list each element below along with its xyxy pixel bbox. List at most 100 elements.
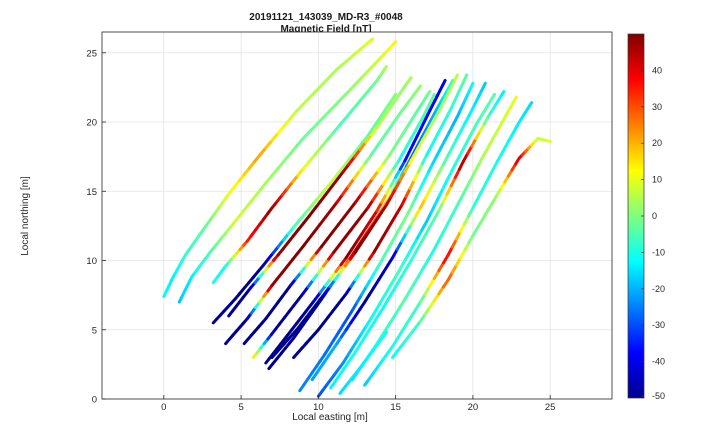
line-segment (324, 185, 334, 196)
line-segment (376, 182, 385, 194)
line-segment (321, 109, 332, 120)
y-tick-label: 5 (92, 325, 97, 336)
line-segment (426, 90, 432, 97)
x-axis-label: Local easting [m] (292, 412, 368, 423)
line-segment (408, 76, 413, 81)
survey-line-20 (338, 331, 388, 395)
line-segment (419, 117, 428, 130)
line-segment (408, 282, 416, 293)
line-segment (301, 160, 311, 171)
line-segment (429, 203, 437, 215)
line-segment (358, 161, 367, 173)
line-segment (416, 162, 424, 174)
line-segment (307, 152, 317, 164)
line-segment (462, 73, 469, 82)
line-segment (418, 234, 427, 246)
line-segment (313, 145, 323, 156)
line-segment (380, 192, 388, 204)
colorbar-tick-label: 20 (652, 138, 662, 148)
line-segment (364, 227, 373, 239)
line-segment (383, 245, 391, 257)
line-segment (423, 284, 432, 296)
line-segment (314, 116, 325, 127)
line-segment (342, 208, 352, 219)
line-segment (397, 220, 405, 232)
line-segment (270, 166, 280, 178)
line-segment (353, 192, 363, 204)
y-tick-label: 0 (92, 395, 97, 406)
line-segment (499, 90, 506, 98)
line-segment (335, 165, 345, 177)
line-segment (312, 223, 322, 234)
line-segment (437, 162, 446, 175)
survey-line-3 (211, 65, 388, 285)
colorbar-tick-label: 30 (652, 102, 662, 112)
line-segment (458, 159, 466, 171)
survey-line-8 (251, 92, 436, 359)
x-tick-label: 0 (161, 402, 166, 413)
line-segment (448, 78, 455, 88)
line-segment (347, 150, 357, 161)
survey-line-2 (177, 40, 398, 304)
y-tick-label: 15 (86, 187, 97, 198)
line-segment (403, 162, 412, 174)
line-segment (289, 109, 299, 120)
line-segment (370, 209, 379, 221)
line-segment (415, 228, 424, 240)
line-segment (369, 309, 378, 321)
line-segment (301, 95, 312, 106)
line-segment (363, 153, 373, 165)
line-segment (360, 134, 370, 146)
line-segment (415, 84, 422, 92)
line-segment (389, 175, 398, 188)
line-segment (292, 218, 302, 229)
line-segment (378, 253, 387, 265)
line-segment (407, 142, 415, 154)
plot-area (101, 31, 613, 400)
line-segment (384, 195, 393, 207)
line-segment (442, 153, 450, 166)
line-segment (304, 203, 314, 214)
line-segment (349, 240, 358, 252)
line-segment (378, 293, 387, 305)
line-segment (386, 290, 395, 302)
line-segment (359, 235, 368, 246)
line-segment (360, 285, 368, 297)
line-segment (441, 178, 449, 190)
line-segment (369, 269, 378, 281)
line-segment (319, 138, 330, 149)
line-segment (369, 126, 379, 137)
survey-line-13 (298, 81, 475, 393)
line-segment (449, 175, 457, 188)
line-segment (389, 92, 398, 103)
line-segment (384, 184, 393, 196)
line-segment (364, 277, 373, 289)
line-segment (414, 242, 422, 254)
line-segment (352, 148, 362, 159)
line-segment (412, 170, 420, 182)
line-segment (411, 134, 419, 146)
colorbar-ticks: -50 -40 -30 -20 -10 0 10 20 30 40 (641, 65, 665, 401)
line-segment (353, 142, 364, 154)
x-tick-label: 10 (313, 402, 324, 413)
survey-line-16 (329, 90, 506, 390)
line-segment (377, 235, 385, 246)
line-segment (331, 223, 340, 234)
line-segment (353, 242, 363, 254)
line-segment (341, 157, 351, 169)
y-tick-label: 10 (86, 256, 97, 267)
line-segment (276, 124, 286, 135)
line-segment (404, 223, 413, 235)
line-segment (445, 170, 453, 182)
line-segment (370, 169, 380, 181)
colorbar-tick-label: 40 (652, 65, 662, 75)
survey-line-11 (270, 73, 459, 359)
line-segment (425, 211, 433, 224)
colorbar-tick-label: -30 (652, 320, 665, 330)
line-segment (398, 170, 407, 182)
line-segment (403, 150, 411, 163)
y-axis-ticks: 0 5 10 15 20 25 (86, 48, 106, 406)
line-segment (432, 171, 441, 184)
line-segment (401, 253, 410, 265)
